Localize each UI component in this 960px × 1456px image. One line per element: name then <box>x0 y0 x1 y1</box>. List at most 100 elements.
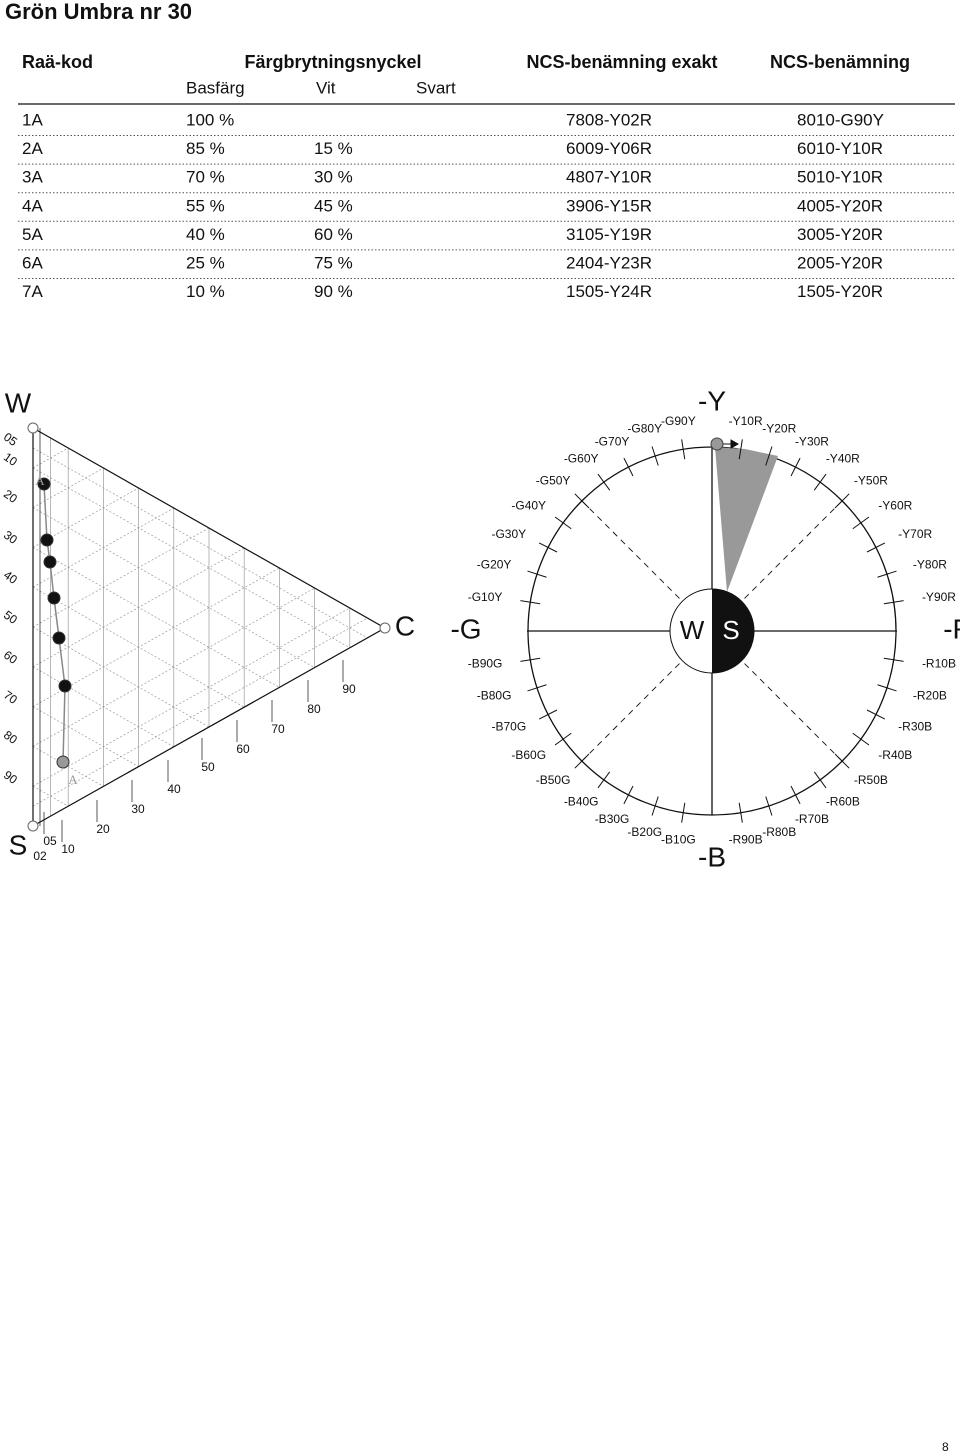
nuance-dot <box>37 477 51 491</box>
hue-label: -R10B <box>922 656 956 670</box>
hue-tick <box>813 771 827 789</box>
cell: 30 % <box>314 168 353 187</box>
hue-label: -G80Y <box>627 422 662 436</box>
header: NCS-benämning <box>770 52 910 72</box>
cell: 3A <box>22 168 43 187</box>
cell: 15 % <box>314 139 353 158</box>
cell: 6A <box>22 253 43 272</box>
hue-label: -G30Y <box>491 527 526 541</box>
hue-label: -G60Y <box>564 452 599 466</box>
scale-label: 30 <box>131 802 145 816</box>
hue-label: -R70B <box>795 812 829 826</box>
hue-label: -B20G <box>627 825 662 839</box>
scale-label: 40 <box>167 782 181 796</box>
hue-tick <box>681 802 686 823</box>
grid-white <box>32 527 210 628</box>
grid-white <box>32 607 350 787</box>
wedge <box>715 447 778 592</box>
hue-tick <box>852 732 870 746</box>
hue-tick <box>623 785 634 805</box>
center-black <box>712 589 754 673</box>
corner-dot <box>27 422 39 434</box>
cell: 1A <box>22 110 43 129</box>
scale-label: 70 <box>271 722 285 736</box>
dash-line <box>744 500 843 599</box>
cell: 2404-Y23R <box>566 253 652 272</box>
cell: 6009-Y06R <box>566 139 652 158</box>
grid-black <box>32 746 104 787</box>
scale-label: 90 <box>1 768 20 787</box>
hue-label: -Y80R <box>913 558 947 572</box>
hue-tick <box>877 684 897 692</box>
hue-label: -G90Y <box>661 414 696 428</box>
hue-tick <box>651 796 659 816</box>
hue-label: -G10Y <box>468 590 503 604</box>
scale-label: 80 <box>307 702 321 716</box>
hue-tick <box>527 570 547 578</box>
hue-tick <box>681 439 686 460</box>
header: Färgbrytningsnyckel <box>244 52 421 72</box>
cell: 60 % <box>314 225 353 244</box>
hue-tick <box>866 542 886 553</box>
hue-label: -R <box>943 613 960 644</box>
cell: 4A <box>22 196 43 215</box>
hue-tick <box>597 771 611 789</box>
nuance-dot <box>47 591 61 605</box>
scale-label: 40 <box>1 568 20 587</box>
cell: 1505-Y20R <box>797 282 883 301</box>
scale-label: 90 <box>342 682 356 696</box>
cell: 5010-Y10R <box>797 168 883 187</box>
hue-tick <box>738 439 743 460</box>
grid-black <box>32 666 174 748</box>
hue-tick <box>883 657 904 662</box>
dash-line <box>744 663 843 762</box>
point-label: A <box>35 473 45 488</box>
title: Grön Umbra nr 30 <box>5 0 192 24</box>
hue-tick <box>790 785 801 805</box>
cell: 5A <box>22 225 43 244</box>
hue-tick <box>834 493 850 509</box>
hue-label: -R90B <box>729 833 763 847</box>
hue-tick <box>813 473 827 491</box>
hue-tick <box>554 516 572 530</box>
hue-tick <box>527 684 547 692</box>
cell: 10 % <box>186 282 225 301</box>
cell: 4807-Y10R <box>566 168 652 187</box>
header: NCS-benämning exakt <box>526 52 717 72</box>
hue-label: -B50G <box>536 773 571 787</box>
hue-tick <box>574 493 590 509</box>
hue-label: -R20B <box>913 689 947 703</box>
hue-label: -Y <box>698 385 726 416</box>
grid-white <box>32 567 280 707</box>
hue-tick <box>738 802 743 823</box>
hue-tick <box>623 457 634 477</box>
cell: 6010-Y10R <box>797 139 883 158</box>
hue-label: -G50Y <box>536 473 571 487</box>
grid-black <box>32 626 210 728</box>
grid-black <box>32 467 350 649</box>
grid-white <box>32 447 69 469</box>
cell: 25 % <box>186 253 225 272</box>
hue-tick <box>520 600 541 605</box>
grid-black <box>32 785 69 807</box>
grid-black <box>32 706 139 767</box>
scale-label: 50 <box>1 608 20 627</box>
circle-static <box>527 437 897 816</box>
hue-label: -Y10R <box>729 414 763 428</box>
scale-label: 05 <box>1 430 20 449</box>
grid-black <box>32 447 368 639</box>
hue-label: -G20Y <box>477 558 512 572</box>
cell: 3005-Y20R <box>797 225 883 244</box>
hue-tick <box>852 516 870 530</box>
hue-label: -B40G <box>564 795 599 809</box>
corner-dot <box>379 622 391 634</box>
cell: 1505-Y24R <box>566 282 652 301</box>
cell: 45 % <box>314 196 353 215</box>
header: Raä-kod <box>22 52 93 72</box>
hue-label: -R30B <box>898 719 932 733</box>
hue-label: -G70Y <box>595 434 630 448</box>
hue-label: -Y70R <box>898 527 932 541</box>
scale-label: 02 <box>33 849 47 863</box>
hue-label: -R60B <box>826 795 860 809</box>
hue-label: -B30G <box>595 812 630 826</box>
